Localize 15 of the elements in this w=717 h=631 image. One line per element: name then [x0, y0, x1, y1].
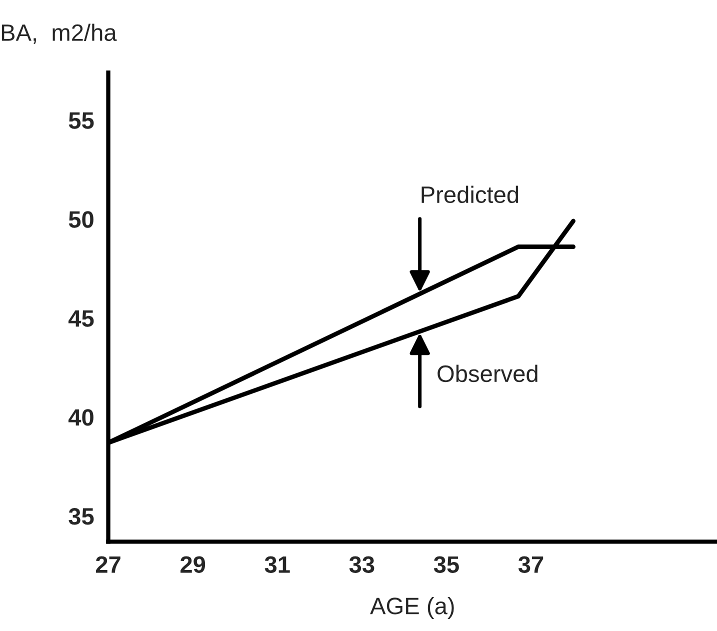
x-tick-label: 33: [349, 556, 374, 573]
x-tick-label: 35: [434, 556, 459, 573]
x-tick-label: 37: [518, 556, 544, 573]
x-tick-label: 31: [264, 556, 290, 573]
series-label: Predicted: [422, 186, 518, 204]
y-tick-label: 35: [68, 508, 94, 525]
x-tick-label: 29: [180, 556, 206, 573]
y-axis-title: BA, m2/ha: [2, 24, 117, 44]
x-tick-label: 27: [96, 556, 120, 573]
y-tick-label: 45: [68, 310, 94, 327]
y-tick-label: 50: [68, 211, 94, 228]
x-axis-title: AGE (a): [370, 597, 454, 620]
y-tick-label: 55: [68, 112, 94, 129]
legend-label: Observed: [438, 364, 538, 382]
y-tick-label: 40: [68, 409, 94, 426]
